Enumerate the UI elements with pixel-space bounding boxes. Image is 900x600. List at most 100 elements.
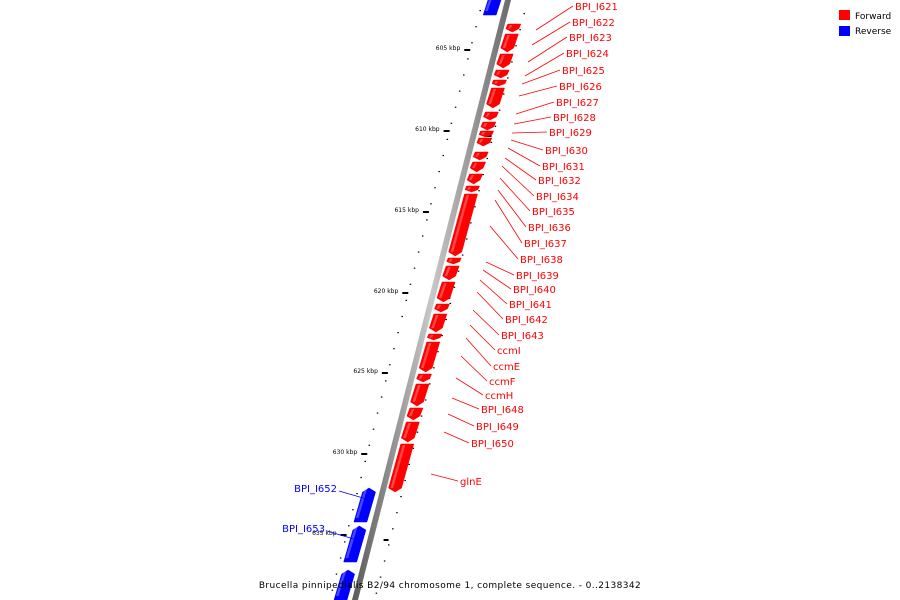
minor-tick — [405, 299, 408, 301]
minor-tick — [458, 90, 461, 92]
forward-gene-feature — [406, 407, 424, 421]
legend-reverse-label: Reverse — [855, 27, 892, 37]
feature-highlight — [496, 71, 501, 75]
minor-tick — [424, 399, 427, 401]
gene-label-bpi_i641: BPI_I641 — [509, 300, 552, 311]
gene-leader-line — [482, 269, 512, 290]
minor-tick — [389, 364, 391, 366]
feature-highlight — [488, 89, 497, 104]
minor-tick — [417, 251, 420, 253]
minor-tick — [475, 26, 477, 28]
gene-leader-line — [507, 147, 541, 167]
feature-highlight — [412, 385, 421, 402]
gene-leader-line — [510, 139, 544, 151]
gene-label-bpi_i625: BPI_I625 — [562, 66, 605, 77]
minor-tick — [511, 61, 513, 63]
gene-label-bpi_i648: BPI_I648 — [481, 405, 524, 416]
major-tick — [340, 534, 347, 536]
forward-gene-feature — [472, 151, 489, 161]
reverse-gene-feature — [333, 569, 355, 600]
minor-tick — [454, 106, 457, 108]
scale-label: 620 kbp — [374, 288, 399, 295]
minor-tick — [523, 13, 525, 15]
major-tick — [486, 135, 492, 137]
minor-tick — [441, 335, 443, 337]
minor-tick — [429, 383, 431, 385]
forward-gene-feature — [466, 173, 484, 185]
minor-tick — [412, 447, 415, 449]
major-tick — [464, 49, 471, 51]
minor-tick — [482, 174, 484, 176]
minor-tick — [470, 222, 472, 224]
forward-gene-feature — [388, 443, 415, 493]
gene-leader-line — [489, 225, 519, 260]
forward-gene-feature — [500, 33, 519, 53]
gene-label-bpi_i622: BPI_I622 — [572, 18, 615, 29]
forward-gene-feature — [429, 313, 448, 333]
feature-highlight — [444, 267, 451, 276]
major-tick — [383, 539, 389, 541]
minor-tick — [331, 589, 334, 591]
feature-highlight — [469, 175, 475, 180]
gene-leader-line — [465, 337, 492, 367]
gene-label-bpi_i628: BPI_I628 — [553, 113, 596, 124]
scale-label: 615 kbp — [394, 207, 419, 214]
forward-gene-feature — [434, 303, 450, 313]
gene-label-ccmi: ccmI — [497, 346, 521, 357]
feature-highlight — [498, 55, 505, 64]
gene-label-ccmf: ccmF — [489, 377, 516, 388]
gene-label-bpi_i626: BPI_I626 — [559, 82, 602, 93]
gene-label-glne: glnE — [460, 477, 482, 488]
feature-highlight — [438, 283, 447, 298]
legend: Forward Reverse — [839, 10, 892, 37]
gene-label-bpi_i632: BPI_I632 — [538, 176, 581, 187]
minor-tick — [376, 412, 379, 414]
scale-label: 635 kbp — [312, 530, 337, 537]
map-caption: Brucella pinnipedialis B2/94 chromosome … — [259, 581, 641, 591]
feature-highlight — [472, 163, 478, 168]
gene-label-bpi_i650: BPI_I650 — [471, 439, 514, 450]
minor-tick — [502, 93, 505, 95]
minor-tick — [348, 525, 350, 527]
minor-tick — [494, 125, 497, 127]
gene-label-bpi_i631: BPI_I631 — [542, 162, 585, 173]
gene-leader-line — [472, 309, 500, 336]
minor-tick — [474, 206, 476, 208]
minor-tick — [352, 509, 354, 511]
feature-highlight — [355, 489, 368, 518]
minor-tick — [457, 270, 460, 272]
feature-highlight — [408, 409, 415, 416]
scale-label: 605 kbp — [436, 45, 461, 52]
gene-leader-line — [501, 165, 535, 197]
minor-tick — [449, 302, 452, 304]
minor-tick — [385, 380, 387, 382]
forward-gene-feature — [410, 383, 430, 407]
gene-label-bpi_i623: BPI_I623 — [569, 33, 612, 44]
minor-tick — [383, 560, 386, 562]
gene-label-bpi_i635: BPI_I635 — [532, 207, 575, 218]
forward-gene-feature — [505, 23, 522, 33]
reverse-gene-feature — [353, 487, 376, 523]
scale-labels: 605 kbp 610 kbp 615 kbp 620 kbp 625 kbp 630 k… — [312, 45, 460, 537]
forward-gene-feature — [418, 341, 441, 373]
minor-tick — [437, 351, 439, 353]
minor-tick — [486, 157, 489, 160]
feature-highlight — [481, 132, 486, 135]
gene-label-bpi_i630: BPI_I630 — [545, 146, 588, 157]
minor-tick — [450, 122, 453, 124]
gene-leader-line — [443, 431, 470, 444]
gene-leader-line — [485, 261, 515, 276]
minor-tick — [421, 235, 424, 237]
gene-leader-line — [326, 530, 358, 541]
gene-leader-line — [524, 52, 565, 77]
minor-tick — [442, 154, 445, 157]
legend-reverse-swatch — [839, 26, 850, 36]
forward-gene-feature — [436, 281, 456, 303]
feature-highlight — [335, 571, 347, 596]
gene-leader-line — [521, 69, 561, 85]
forward-gene-feature — [442, 265, 460, 281]
gene-label-bpi_i640: BPI_I640 — [513, 285, 556, 296]
feature-highlight — [502, 35, 510, 48]
feature-highlight — [421, 343, 432, 368]
minor-tick — [498, 109, 501, 111]
